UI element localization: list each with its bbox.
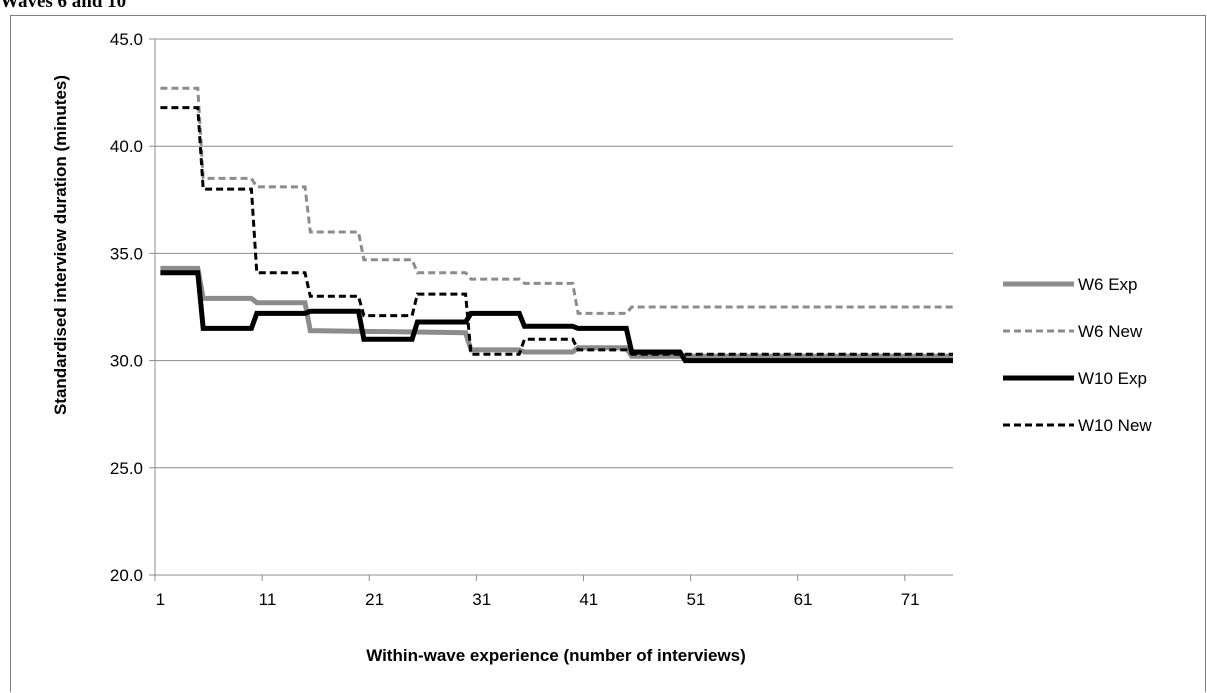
y-axis-title: Standardised interview duration (minutes…: [51, 75, 70, 415]
y-tick-label: 25.0: [110, 459, 143, 478]
x-axis-title: Within-wave experience (number of interv…: [366, 646, 746, 665]
legend-label: W6 New: [1078, 322, 1143, 341]
x-axis-ticks: 1 11 21 31 41 51 61 71: [154, 575, 920, 609]
legend-label: W10 New: [1078, 416, 1152, 435]
gridlines: [154, 38, 953, 576]
x-tick-label: 51: [686, 590, 705, 609]
legend-label: W10 Exp: [1078, 369, 1147, 388]
series-lines: [160, 86, 953, 364]
x-tick-label: 71: [901, 590, 920, 609]
x-tick-label: 41: [579, 590, 598, 609]
chart-frame: [10, 15, 1206, 692]
x-tick-label: 1: [156, 590, 165, 609]
x-tick-label: 11: [259, 590, 277, 609]
y-tick-label: 30.0: [110, 352, 143, 371]
y-tick-label: 20.0: [110, 566, 143, 585]
y-axis-ticks: 20.0 25.0 30.0 35.0 40.0 45.0: [110, 30, 155, 585]
y-tick-label: 40.0: [110, 137, 143, 156]
y-tick-label: 45.0: [110, 30, 143, 49]
x-tick-label: 21: [365, 590, 384, 609]
series-line-w10-new: [160, 106, 953, 356]
series-line-w6-exp: [160, 265, 953, 359]
y-tick-label: 35.0: [110, 244, 143, 263]
chart-caption: Waves 6 and 10: [0, 0, 127, 12]
legend: W6 Exp W6 New W10 Exp W10 New: [1003, 275, 1152, 435]
x-tick-label: 61: [794, 590, 813, 609]
legend-label: W6 Exp: [1078, 275, 1138, 294]
series-line-w6-new: [160, 86, 953, 315]
series-line-w10-exp: [160, 270, 953, 364]
x-tick-label: 31: [472, 590, 491, 609]
